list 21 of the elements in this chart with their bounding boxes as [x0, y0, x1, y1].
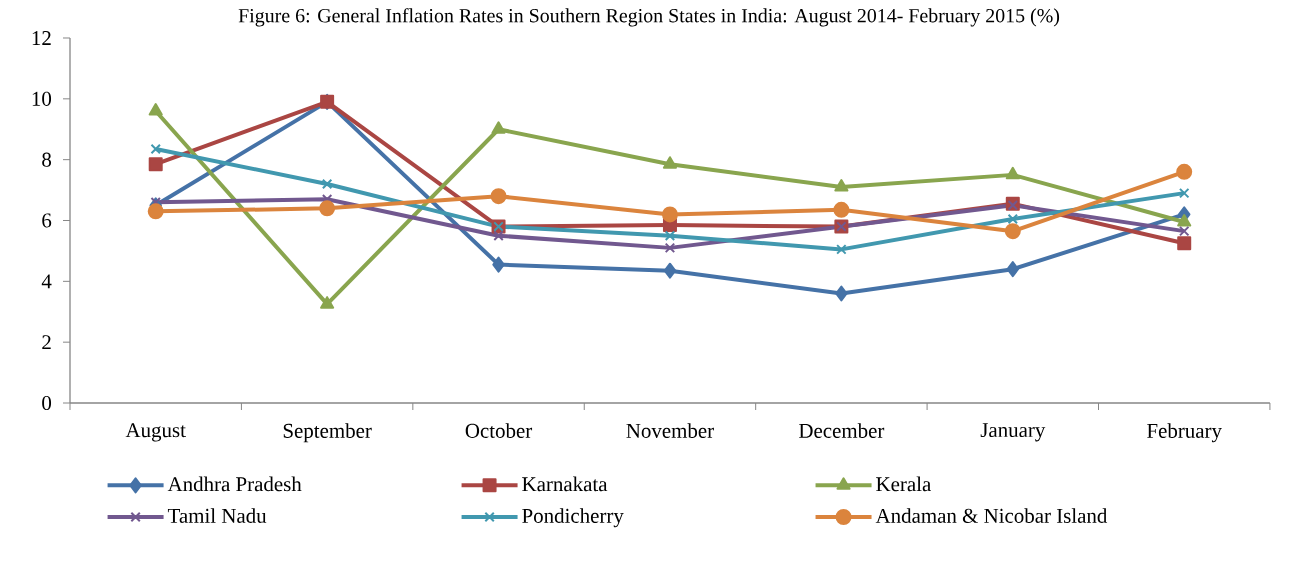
y-tick-label: 6 [42, 213, 52, 228]
y-tick-label: 0 [42, 395, 52, 411]
chart-title: Figure 6: General Inflation Rates in Southern Region States in India: August 2014- February 2015 (%) [238, 8, 1060, 27]
x-tick-label: December [799, 423, 885, 438]
x-tick-label: October [465, 423, 533, 438]
legend-label: Kerala [876, 476, 931, 492]
x-tick-label: August [125, 423, 186, 442]
legend-label: Pondicherry [522, 508, 624, 528]
y-tick-label: 10 [32, 91, 52, 106]
x-tick-label: September [283, 423, 372, 443]
y-tick-label: 12 [32, 31, 51, 45]
y-tick-label: 8 [42, 152, 52, 167]
x-tick-label: January [980, 423, 1046, 442]
legend-label: Andaman & Nicobar Island [875, 508, 1108, 523]
legend-label: Karnakata [522, 476, 608, 492]
legend-label: Andhra Pradesh [167, 476, 302, 492]
y-tick-label: 2 [42, 335, 51, 350]
y-tick-label: 4 [41, 274, 52, 289]
legend-label: Tamil Nadu [167, 508, 267, 523]
x-tick-label: November [626, 423, 714, 438]
x-tick-label: February [1147, 423, 1222, 443]
